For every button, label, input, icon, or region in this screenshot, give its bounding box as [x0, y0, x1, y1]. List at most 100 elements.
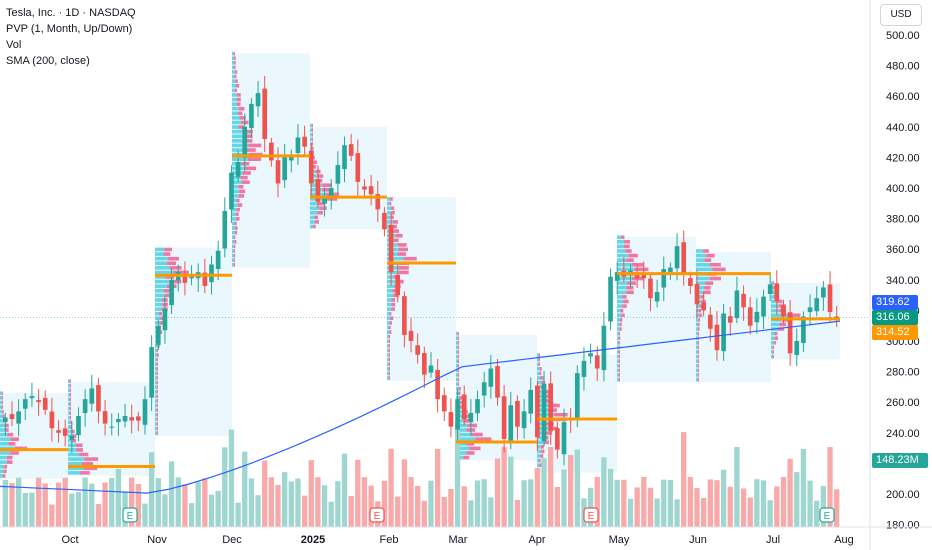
symbol-title[interactable]: Tesla, Inc. · 1D · NASDAQ [6, 7, 136, 19]
indicator-vol-label[interactable]: Vol [6, 39, 22, 51]
indicator-sma-label[interactable]: SMA (200, close) [6, 55, 90, 67]
volume-bar [202, 478, 208, 527]
profile-bar-up [537, 431, 546, 435]
profile-bar-up [0, 414, 3, 419]
profile-bar-down [628, 253, 638, 258]
profile-bar-up [155, 426, 157, 431]
candle-body [136, 416, 141, 421]
profile-bar-up [387, 330, 390, 334]
x-tick-label: Feb [380, 534, 399, 546]
candle-body [162, 308, 168, 331]
profile-bar-up [68, 461, 82, 466]
candle-body [488, 368, 494, 387]
profile-bar-down [774, 331, 778, 336]
profile-bar-up [696, 313, 700, 318]
profile-bar-down [774, 336, 778, 341]
volume-bar [29, 492, 35, 527]
candle-body [747, 307, 753, 326]
profile-bar-up [155, 399, 157, 403]
volume-bar [75, 492, 82, 527]
profile-bar-down [709, 262, 721, 267]
profile-bar-up [68, 388, 70, 393]
profile-bar-down [618, 377, 620, 382]
x-tick-label: Jul [766, 534, 780, 546]
profile-bar-up [617, 244, 624, 249]
profile-bar-down [618, 373, 620, 377]
volume-bar [594, 477, 600, 527]
candle-body [69, 435, 75, 440]
candle-body [82, 399, 88, 414]
profile-bar-up [456, 368, 458, 373]
currency-button[interactable]: USD [880, 4, 922, 26]
profile-bar-up [771, 308, 780, 313]
profile-bar-up [456, 386, 459, 391]
profile-bar-down [538, 362, 541, 367]
profile-bar-up [232, 207, 237, 212]
profile-bar-up [387, 206, 391, 210]
profile-bar-up [537, 389, 544, 394]
profile-bar-down [242, 171, 251, 175]
volume-bar [521, 480, 527, 527]
volume-bar [208, 494, 215, 527]
profile-bar-up [155, 266, 170, 270]
profile-bar-down [69, 425, 72, 429]
profile-bar-down [233, 253, 236, 258]
profile-bar-up [696, 262, 710, 267]
profile-bar-down [79, 452, 89, 457]
profile-bar-up [456, 423, 468, 428]
profile-bar-down [245, 166, 257, 171]
volume-bar [794, 472, 800, 527]
profile-bar-up [232, 134, 244, 139]
profile-bar-up [232, 157, 249, 161]
profile-bar-down [618, 368, 620, 373]
candle-body [335, 165, 341, 184]
volume-bar [421, 500, 427, 527]
volume-bar [674, 499, 680, 527]
profile-bar-down [317, 201, 325, 206]
volume-bar [415, 485, 421, 527]
profile-bar-up [456, 336, 458, 341]
profile-bar-up [0, 391, 2, 396]
candle-body [62, 428, 68, 436]
volume-bar [328, 501, 334, 527]
volume-bar [95, 504, 102, 527]
volume-bar [395, 496, 401, 527]
candle-body [574, 373, 580, 421]
profile-bar-up [0, 441, 9, 446]
volume-bar [727, 486, 733, 527]
profile-bar-up [617, 308, 621, 313]
volume-bar [494, 458, 501, 527]
profile-bar-up [232, 102, 237, 106]
x-axis[interactable]: Oct Nov Dec 2025 Feb Mar Apr May Jun Jul Aug [0, 526, 932, 546]
volume-bar [162, 494, 168, 527]
profile-bar-up [771, 281, 773, 285]
profile-bar-down [697, 327, 700, 331]
profile-bar-down [72, 434, 77, 438]
volume-bar [787, 458, 793, 527]
volume-bar [341, 453, 348, 527]
candle-body [315, 179, 321, 202]
indicator-pvp-label[interactable]: PVP (1, Month, Up/Down) [6, 23, 133, 35]
profile-bar-down [233, 65, 236, 70]
profile-bar-up [68, 411, 70, 415]
profile-bar-up [232, 74, 235, 79]
profile-bar-down [704, 290, 711, 295]
profile-bar-down [539, 367, 542, 371]
profile-bar-down [391, 210, 395, 215]
profile-bar-up [155, 270, 174, 275]
profile-bar-up [387, 284, 395, 288]
profile-bar-down [697, 354, 699, 359]
profile-bar-up [387, 302, 392, 307]
profile-bar-up [771, 322, 780, 327]
profile-bar-up [537, 435, 544, 440]
profile-bar-up [387, 325, 390, 330]
profile-bar-up [232, 51, 234, 56]
profile-bar-up [232, 79, 236, 83]
profile-bar-down [236, 93, 241, 97]
volume-bars [2, 422, 840, 527]
profile-bar-down [156, 399, 158, 403]
volume-profiles [0, 51, 840, 479]
profile-bar-up [387, 362, 389, 367]
candle-body [182, 275, 188, 283]
